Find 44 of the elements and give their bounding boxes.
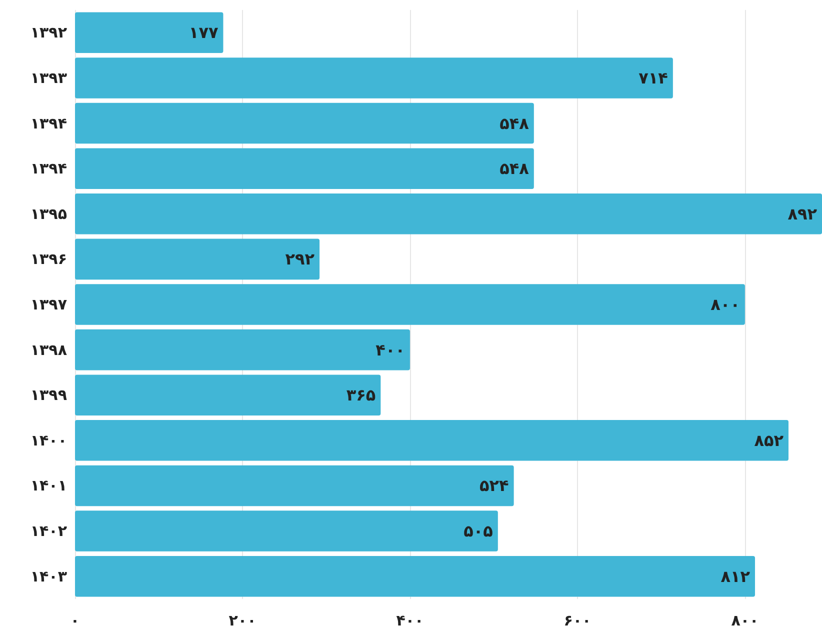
bar — [75, 420, 788, 461]
y-tick-label: ۱۳۹۷ — [30, 296, 67, 314]
data-label: ۵۰۵ — [464, 522, 494, 541]
data-label: ۴۰۰ — [376, 340, 405, 360]
data-label: ۷۱۴ — [638, 68, 668, 88]
y-tick-label: ۱۳۹۸ — [30, 340, 67, 359]
x-tick-label: ۲۰۰ — [228, 612, 256, 629]
data-label: ۵۲۴ — [480, 476, 510, 496]
y-tick-label: ۱۳۹۳ — [30, 68, 67, 87]
bar — [75, 102, 534, 144]
y-tick-label: ۱۴۰۰ — [30, 431, 67, 450]
x-tick-label: ۸۰۰ — [731, 612, 759, 629]
y-tick-label: ۱۴۰۳ — [30, 567, 67, 586]
bar — [75, 58, 673, 98]
bar — [75, 329, 410, 370]
bar — [75, 284, 745, 325]
y-tick-label: ۱۳۹۴ — [30, 160, 67, 178]
data-label: ۱۷۷ — [188, 23, 218, 42]
bar — [75, 510, 498, 552]
x-tick-label: ۶۰۰ — [564, 612, 592, 629]
bar — [75, 238, 320, 280]
bar — [75, 374, 381, 416]
y-tick-label: ۱۳۹۲ — [30, 24, 67, 42]
x-tick-label: ۴۰۰ — [396, 612, 424, 629]
data-label: ۸۱۲ — [720, 566, 750, 586]
data-label: ۳۶۵ — [346, 386, 376, 405]
y-tick-label: ۱۳۹۴ — [30, 114, 67, 132]
data-label: ۲۹۲ — [285, 250, 315, 269]
bar — [75, 193, 822, 234]
data-label: ۵۴۸ — [500, 159, 530, 178]
data-label: ۵۴۸ — [500, 114, 530, 133]
bar — [75, 12, 224, 54]
data-label: ۸۹۲ — [788, 204, 818, 224]
bar — [75, 148, 534, 189]
bar — [75, 556, 756, 597]
bar — [75, 465, 514, 506]
y-tick-label: ۱۴۰۱ — [30, 476, 67, 495]
y-tick-label: ۱۳۹۹ — [30, 386, 67, 404]
y-tick-label: ۱۳۹۵ — [30, 204, 67, 223]
y-tick-label: ۱۳۹۶ — [30, 250, 67, 268]
data-label: ۸۵۲ — [754, 430, 784, 450]
x-tick-label: ۰ — [70, 612, 80, 629]
y-tick-label: ۱۴۰۲ — [30, 522, 67, 540]
data-label: ۸۰۰ — [710, 295, 740, 314]
